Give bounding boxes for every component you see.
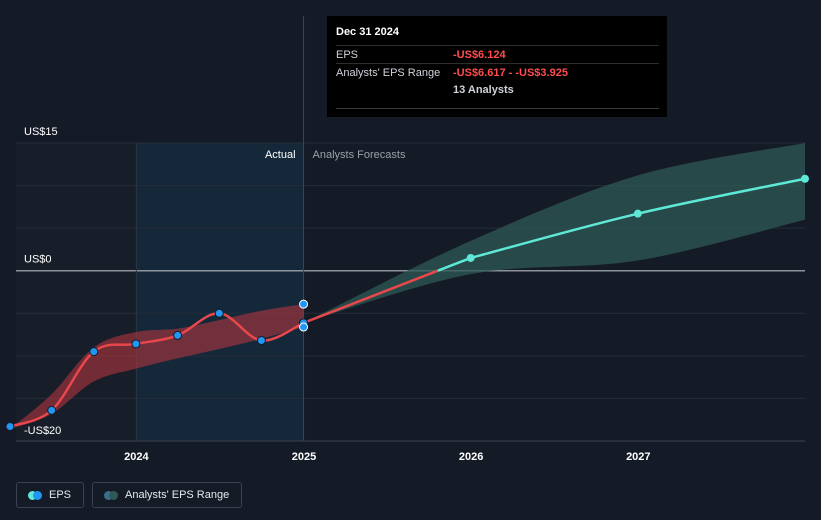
forecast-line-negative bbox=[303, 269, 439, 325]
x-tick-label: 2025 bbox=[292, 451, 316, 463]
chart-legend: EPS Analysts' EPS Range bbox=[16, 482, 243, 508]
past-range-band bbox=[10, 304, 304, 430]
legend-range-button[interactable]: Analysts' EPS Range bbox=[92, 482, 243, 508]
range-end-point bbox=[299, 299, 309, 309]
eps-tooltip: Dec 31 2024 EPS -US$6.124 Analysts' EPS … bbox=[327, 16, 667, 117]
range-end-point bbox=[299, 322, 309, 332]
forecast-point bbox=[801, 174, 809, 183]
range-swatch-icon bbox=[104, 490, 119, 500]
actual-region-label: Actual bbox=[265, 149, 296, 161]
eps-point bbox=[173, 330, 183, 340]
eps-point bbox=[89, 347, 99, 357]
eps-line bbox=[9, 312, 305, 428]
tooltip-range-value: -US$6.617 - -US$3.925 bbox=[453, 66, 568, 79]
y-tick-label: -US$20 bbox=[24, 425, 61, 437]
tooltip-eps-label: EPS bbox=[336, 48, 359, 61]
eps-point bbox=[214, 308, 224, 318]
tooltip-analysts-count: 13 Analysts bbox=[453, 83, 514, 96]
eps-point bbox=[131, 339, 141, 349]
x-tick-label: 2027 bbox=[626, 451, 650, 463]
forecast-point bbox=[466, 253, 475, 262]
eps-point bbox=[256, 336, 266, 346]
eps-point bbox=[47, 405, 57, 415]
legend-eps-button[interactable]: EPS bbox=[16, 482, 85, 508]
legend-eps-label: EPS bbox=[49, 489, 72, 501]
tooltip-date: Dec 31 2024 bbox=[336, 26, 399, 38]
x-tick-label: 2024 bbox=[124, 451, 149, 463]
tooltip-range-label: Analysts' EPS Range bbox=[336, 66, 441, 79]
eps-point bbox=[5, 422, 15, 432]
forecast-region-label: Analysts Forecasts bbox=[313, 149, 406, 161]
forecast-point bbox=[633, 209, 642, 218]
eps-swatch-icon bbox=[28, 490, 42, 500]
x-tick-label: 2026 bbox=[459, 451, 483, 463]
forecast-range-band bbox=[303, 143, 805, 323]
y-tick-label: US$15 bbox=[24, 126, 58, 138]
legend-range-label: Analysts' EPS Range bbox=[125, 489, 230, 501]
actual-highlight-region bbox=[136, 143, 304, 441]
y-tick-label: US$0 bbox=[24, 254, 52, 266]
tooltip-eps-value: -US$6.124 bbox=[453, 48, 506, 61]
